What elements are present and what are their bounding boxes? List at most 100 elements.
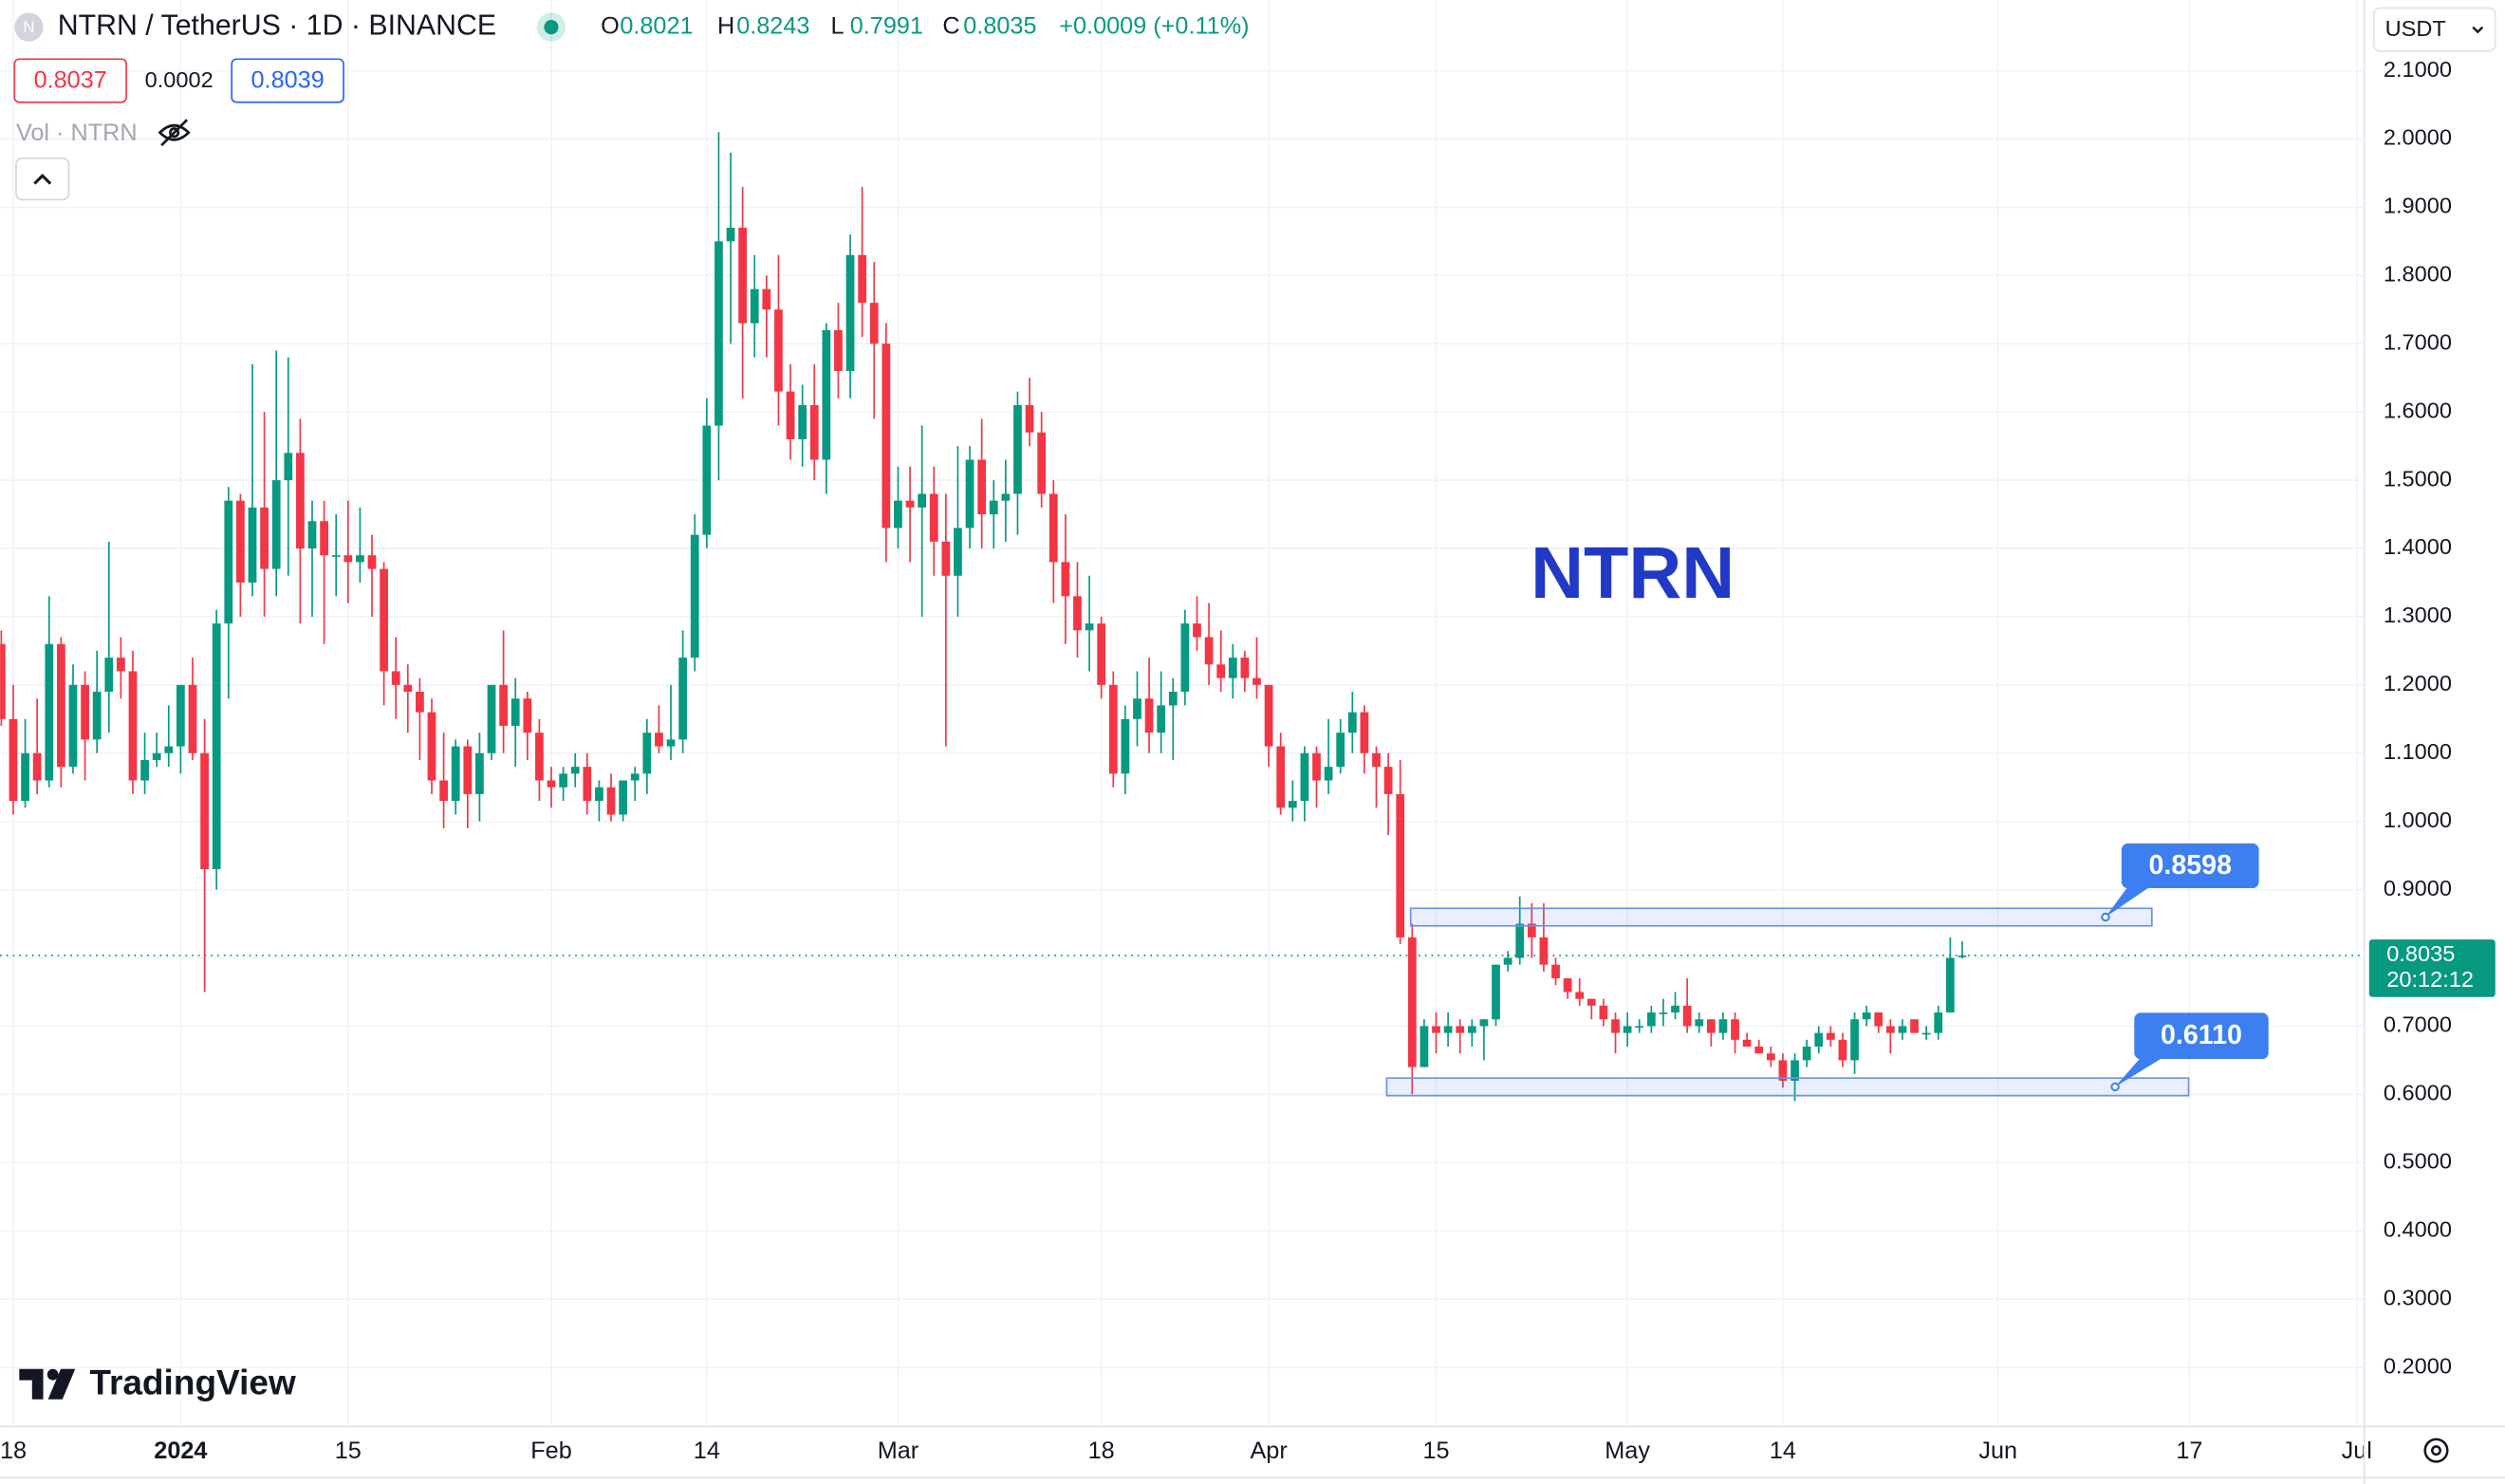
spread: 0.0002 [145,67,213,92]
candle-body [475,752,484,794]
candle-body [1575,992,1585,999]
symbol-title[interactable]: NTRN / TetherUS · 1D · BINANCE [58,10,496,42]
candle-body [439,780,448,802]
candle-body [894,500,902,529]
symbol-logo-letter: N [23,18,34,36]
candle-body [45,643,54,781]
candle-body [655,733,663,747]
candle-body [248,507,257,583]
candle-body [1061,562,1070,597]
y-tick-label: 1.6000 [2384,398,2452,422]
candle-body [1420,1026,1429,1067]
candle-body [236,500,245,583]
candle-body [1551,964,1560,979]
candle-body [1383,767,1393,794]
candle-body [1048,493,1058,563]
brand-logo [19,1368,76,1400]
candle-body [941,541,951,576]
candle-body [845,254,855,372]
settings-icon[interactable] [2423,1438,2449,1463]
y-tick-label: 2.0000 [2384,125,2452,150]
candle-body [1360,712,1369,753]
candle-body [690,534,699,659]
ohlc-key: H [717,12,734,39]
y-tick-label: 0.9000 [2384,876,2452,900]
candle-body [1791,1060,1799,1081]
candle-body [367,555,377,569]
candle-body [403,684,413,693]
candle-body [1635,1026,1644,1029]
candle-body [1563,978,1572,992]
callout-pointer [2115,1057,2163,1087]
candle-body [822,329,831,460]
y-tick-label: 0.6000 [2384,1081,2452,1105]
candle-body [869,303,879,344]
chart-title: NTRN [1531,532,1735,614]
candle-body [1085,623,1094,631]
candle-body [858,254,867,304]
candle-body [1539,937,1549,965]
y-tick-label: 0.4000 [2384,1216,2452,1241]
x-tick-label: 17 [2176,1438,2202,1464]
candle-body [1898,1026,1907,1033]
x-tick-label: May [1605,1438,1650,1464]
candle-body [307,521,317,549]
candle-body [523,698,532,733]
ask-price: 0.8039 [251,67,325,94]
candle-body [1754,1047,1764,1054]
candle-body [1515,923,1525,958]
hide-volume-icon[interactable] [158,119,191,147]
candle-body [0,643,6,719]
buy-button[interactable] [231,58,344,103]
candle-body [260,507,269,569]
candle-body [104,658,114,693]
ohlc-value: 0.8035 [963,12,1036,39]
candle-body [224,500,233,624]
candle-body [140,759,149,781]
sell-button[interactable] [13,58,127,103]
candle-body [798,404,807,439]
y-tick-label: 0.3000 [2384,1285,2452,1309]
candle-body [1814,1032,1824,1048]
x-tick-label: 2024 [154,1438,207,1464]
candle-body [1934,1012,1943,1033]
candle-body [1479,1019,1489,1027]
ohlc-value: 0.8243 [736,12,809,39]
candle-body [619,780,628,815]
candle-body [834,329,843,372]
candle-body [1623,1026,1632,1033]
collapse-button[interactable] [15,157,70,201]
currency: USDT [2385,16,2446,41]
candle-body [1874,1012,1883,1027]
callout-anchor [2110,1082,2120,1092]
x-tick-label: 15 [335,1438,362,1464]
currency-select[interactable] [2372,7,2496,52]
candle-body [188,684,197,753]
candle-body [1646,1012,1656,1027]
candle-body [726,227,735,242]
candle-body [1300,752,1309,802]
level-zone [1409,907,2153,927]
candle-body [1778,1060,1788,1081]
candle-body [1586,998,1596,1006]
ohlc-key: O [601,12,620,39]
price-label-box [2368,939,2496,997]
candle-body [1718,1019,1728,1033]
candle-body [1599,1005,1608,1020]
candle-body [1228,658,1237,678]
candle-body [1204,637,1214,665]
candle-body [380,568,388,672]
candle-body [595,787,603,802]
candle-body [356,555,364,563]
candle-body [343,555,353,563]
candle-body [9,718,18,802]
candle-body [1432,1026,1440,1033]
candle-body [1731,1019,1739,1040]
y-tick-label: 1.3000 [2384,603,2452,627]
candle-body [1443,1026,1453,1033]
candle-body [1037,432,1047,494]
candle-body [1121,718,1130,774]
market-status[interactable] [544,20,559,35]
